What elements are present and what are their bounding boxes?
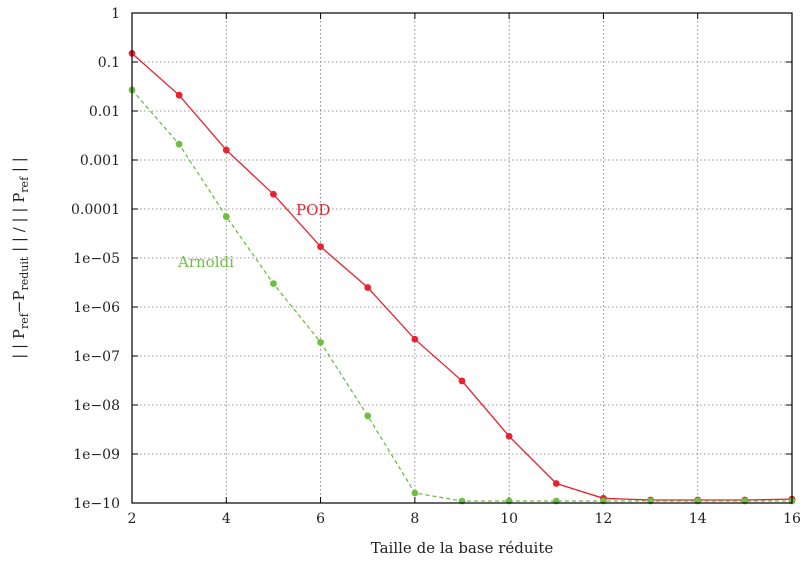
y-label-mid: | | / | | P [10,193,28,257]
series-line-arnoldi [131,89,792,502]
data-point-pod [175,91,183,99]
y-label-close: | | [10,157,28,177]
data-point-arnoldi [364,412,372,420]
y-tick-label: 0.001 [80,153,120,169]
x-tick-label: 14 [689,511,707,527]
grid-layer [132,13,792,503]
y-label-sub-ref: ref [18,312,31,329]
data-point-arnoldi [222,213,230,220]
series-label-arnoldi: Arnoldi [177,253,234,271]
y-tick-label: 1e−08 [73,398,120,414]
data-point-arnoldi [270,280,277,288]
x-tick-label: 12 [595,511,613,527]
y-label-sub-ref-2: ref [18,176,31,193]
data-point-pod [552,480,560,487]
y-label-minus: −P [10,291,28,314]
y-tick-label: 0.1 [98,55,120,71]
data-point-arnoldi [411,489,419,497]
y-tick-label: 1e−07 [73,349,120,365]
y-tick-label: 0.0001 [71,202,120,218]
plot-frame [131,12,793,504]
series-label-pod: POD [296,201,330,219]
tick-layer: 2 4 6 8 10 12 14 16 1e−10 1e−09 1e−08 1e−07 1e−06 1e−… [71,6,801,527]
series-layer [128,49,796,505]
x-tick-label: 2 [128,511,137,527]
data-point-pod [222,146,230,154]
data-point-pod [505,432,513,440]
y-tick-label: 0.01 [89,104,120,120]
data-point-arnoldi [317,338,324,346]
y-tick-label: 1e−06 [73,300,120,316]
y-tick-label: 1e−09 [73,447,120,463]
y-label-sub-reduit: reduit [18,256,31,290]
data-point-pod [317,243,324,251]
data-point-pod [458,377,466,385]
data-point-pod [270,190,277,198]
data-point-pod [411,335,419,343]
x-axis-label: Taille de la base réduite [371,539,554,557]
series-line-pod [131,52,793,501]
y-tick-label: 1 [111,6,120,22]
x-tick-label: 6 [316,511,325,527]
y-tick-label: 1e−05 [73,251,120,267]
x-tick-label: 8 [410,511,419,527]
x-tick-label: 4 [222,511,231,527]
y-tick-label: 1e−10 [73,496,120,512]
data-point-pod [364,284,372,291]
x-tick-label: 10 [500,511,518,527]
data-point-arnoldi [175,140,183,148]
y-axis-label: | | Pref−Preduit | | / | | Pref | | [10,157,31,359]
x-tick-label: 16 [783,511,801,527]
y-label-open: | | P [10,329,28,359]
